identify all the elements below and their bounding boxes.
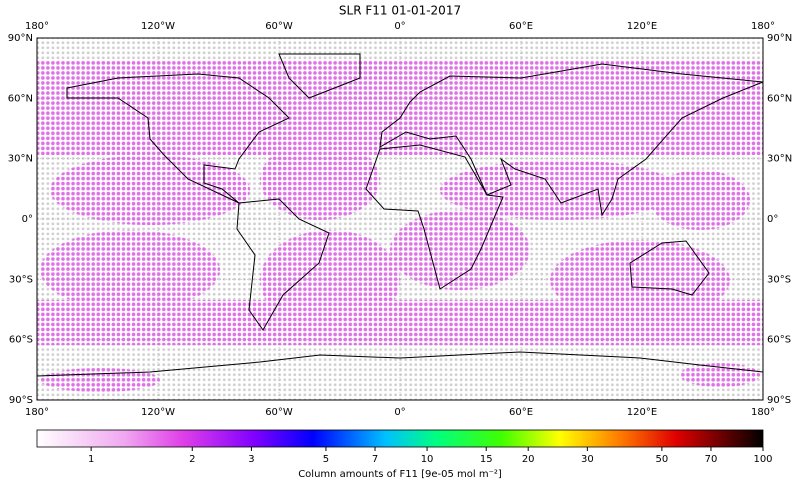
y-tick-label: 30°S	[9, 274, 33, 285]
y-tick-label: 30°S	[767, 274, 791, 285]
x-tick-label: 180°	[25, 21, 49, 32]
x-tick-label: 180°	[25, 407, 49, 418]
x-tick-label: 0°	[394, 21, 405, 32]
colorbar-tick-label: 100	[753, 454, 772, 465]
coastline	[629, 240, 710, 296]
coastline	[379, 63, 764, 217]
x-tick-label: 60°W	[265, 21, 293, 32]
x-tick-label: 60°E	[509, 21, 533, 32]
y-tick-label: 90°S	[9, 395, 33, 406]
y-tick-label: 30°N	[767, 154, 792, 165]
colorbar-tick-label: 50	[656, 454, 669, 465]
colorbar	[36, 429, 764, 448]
x-tick-label: 180°	[751, 21, 775, 32]
x-tick-label: 180°	[751, 407, 775, 418]
y-tick-label: 60°S	[767, 335, 791, 346]
y-tick-label: 90°N	[8, 33, 33, 44]
y-tick-label: 60°N	[767, 93, 792, 104]
x-tick-label: 0°	[394, 407, 405, 418]
colorbar-tick-label: 3	[248, 454, 254, 465]
x-tick-label: 120°W	[141, 21, 175, 32]
y-tick-label: 0°	[767, 214, 778, 225]
colorbar-tick-label: 30	[581, 454, 594, 465]
x-tick-label: 120°E	[627, 21, 657, 32]
x-tick-label: 120°E	[627, 407, 657, 418]
colorbar-tick-label: 2	[189, 454, 195, 465]
y-tick-label: 90°S	[767, 395, 791, 406]
coastline	[36, 351, 764, 377]
colorbar-tick-label: 10	[421, 454, 434, 465]
colorbar-tick-label: 70	[705, 454, 718, 465]
coastline	[365, 144, 504, 290]
colorbar-label: Column amounts of F11 [9e-05 mol m⁻²]	[298, 469, 502, 480]
coastline	[278, 53, 361, 99]
x-tick-label: 60°E	[509, 407, 533, 418]
y-tick-label: 60°N	[8, 93, 33, 104]
coastline	[66, 73, 290, 204]
coastlines	[36, 53, 764, 377]
x-tick-label: 60°W	[265, 407, 293, 418]
colorbar-tick-label: 7	[372, 454, 378, 465]
colorbar-tick-label: 5	[323, 454, 329, 465]
y-tick-label: 30°N	[8, 154, 33, 165]
colorbar-tick-label: 20	[522, 454, 535, 465]
coastline	[236, 198, 330, 331]
y-tick-label: 0°	[22, 214, 33, 225]
colorbar-tick-label: 15	[480, 454, 493, 465]
map-frame	[36, 37, 764, 401]
x-tick-label: 120°W	[141, 407, 175, 418]
y-tick-label: 90°N	[767, 33, 792, 44]
y-tick-label: 60°S	[9, 335, 33, 346]
chart-title: SLR F11 01-01-2017	[339, 4, 461, 18]
colorbar-tick-label: 1	[88, 454, 94, 465]
